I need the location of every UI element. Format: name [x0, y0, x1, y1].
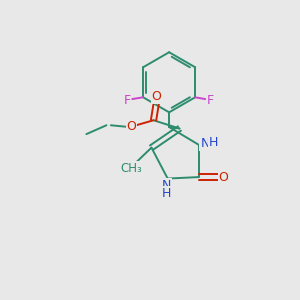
Text: N: N — [161, 179, 171, 192]
Text: O: O — [152, 90, 161, 103]
Text: O: O — [219, 171, 229, 184]
Text: F: F — [207, 94, 214, 107]
Text: O: O — [127, 120, 136, 133]
Text: F: F — [123, 94, 130, 107]
Text: H: H — [208, 136, 218, 148]
Text: H: H — [161, 188, 171, 200]
Text: N: N — [200, 137, 210, 150]
Text: CH₃: CH₃ — [121, 162, 142, 175]
